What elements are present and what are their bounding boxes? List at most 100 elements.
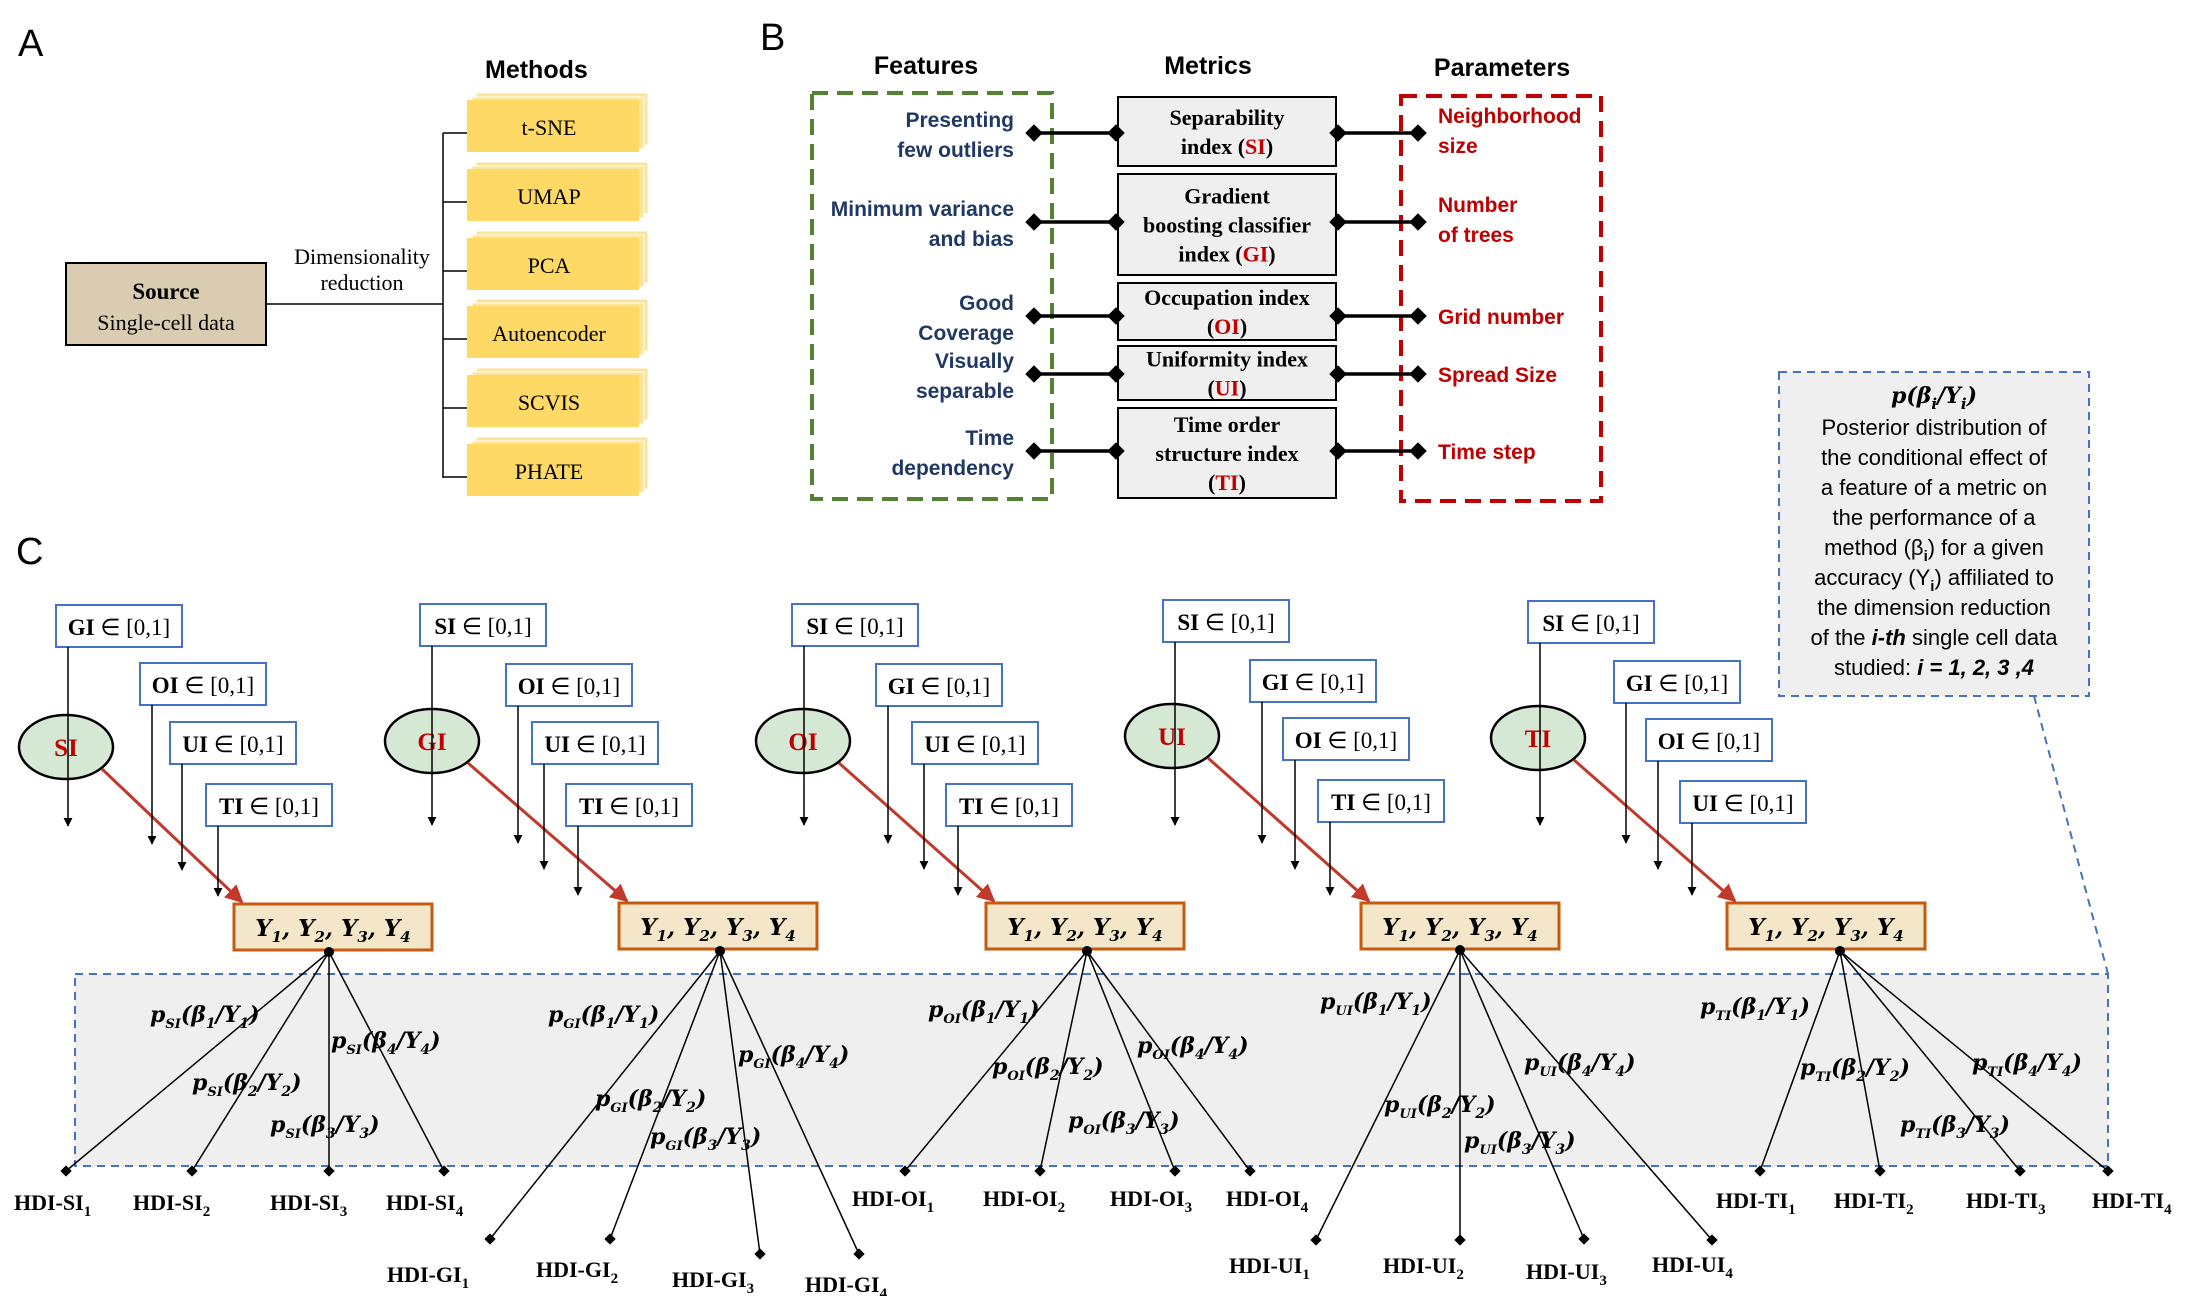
- input-range: ∈ [0,1]: [184, 673, 254, 698]
- hdi-label: HDI-SI4: [386, 1190, 464, 1220]
- hdi-label: HDI-SI3: [270, 1190, 347, 1220]
- posterior-branch: [1315, 949, 1461, 1241]
- posterior-label: pSI(β3/Y3): [270, 1112, 380, 1142]
- hdi-name: HDI-UI: [1526, 1259, 1599, 1284]
- accuracy-sep: ,: [752, 914, 769, 941]
- metric-box: [1117, 173, 1337, 276]
- prob-beta: (β: [1497, 1128, 1522, 1154]
- posterior-info-box: [1778, 371, 2090, 697]
- metric-node: [754, 707, 852, 775]
- accuracy-y-sub: 1: [1765, 927, 1775, 945]
- metrics-table: Presenting few outliers Neighborhood size Se…: [831, 96, 1581, 499]
- accuracy-y: Y: [384, 915, 403, 942]
- prob-close: ): [1092, 1054, 1103, 1080]
- metric-box: [1117, 345, 1337, 401]
- accuracy-y-sub: 2: [314, 928, 325, 946]
- metric-code: GI: [1243, 242, 1269, 267]
- posterior-branch: [65, 951, 330, 1172]
- prob-sub: UI: [1335, 1004, 1353, 1019]
- prob-sub: SI: [165, 1017, 181, 1032]
- metric-node: [1489, 704, 1587, 772]
- parameter-label: size: [1438, 135, 1478, 158]
- prob-beta: (β: [581, 1002, 606, 1028]
- accuracy-y-sub: 2: [699, 927, 710, 945]
- prob-beta: (β: [1831, 1055, 1856, 1081]
- prob-beta-sub: 3: [708, 1138, 718, 1154]
- accuracy-y: Y: [1050, 914, 1069, 941]
- prob-p: p: [150, 1002, 166, 1028]
- prob-beta: (β: [961, 997, 986, 1023]
- metric-code-close: ): [1239, 376, 1246, 401]
- metric-code-open: (: [1207, 314, 1214, 339]
- parameter-label: Spread Size: [1438, 364, 1557, 387]
- hdi-name: HDI-UI: [1229, 1253, 1302, 1278]
- hdi-name: HDI-SI: [270, 1190, 340, 1215]
- prob-beta-sub: 2: [1855, 1069, 1866, 1085]
- hdi-label: HDI-SI1: [14, 1190, 91, 1220]
- feature-label: Time: [965, 427, 1014, 450]
- hdi-label: HDI-TI3: [1966, 1188, 2046, 1218]
- method-box-autoencoder: [467, 306, 639, 358]
- prob-beta-sub: 2: [1049, 1068, 1060, 1084]
- prob-beta: (β: [1025, 1054, 1050, 1080]
- prob-sub: TI: [1715, 1009, 1732, 1024]
- panel-a-label: A: [18, 23, 44, 65]
- prob-y-sub: 3: [1990, 1126, 2000, 1142]
- prob-y: /Y: [1864, 1055, 1892, 1081]
- accuracy-y-sub: 3: [357, 928, 367, 946]
- prob-beta: (β: [223, 1070, 248, 1096]
- accuracy-y-sub: 4: [1527, 927, 1537, 945]
- posterior-label: pSI(β2/Y2): [192, 1070, 302, 1100]
- posterior-branch: [904, 950, 1088, 1172]
- posterior-label: pTI(β1/Y1): [1700, 994, 1810, 1024]
- parameter-label: Time step: [1438, 441, 1536, 464]
- posterior-label: pGI(β3/Y3): [650, 1124, 761, 1154]
- input-box: [1679, 780, 1807, 824]
- prob-beta-sub: 3: [1126, 1122, 1136, 1138]
- posterior-line-1: Posterior distribution of: [1822, 415, 2048, 440]
- source-label: Source: [132, 279, 199, 304]
- parameters-frame: [1399, 94, 1603, 503]
- accuracy-y-sub: 3: [1109, 927, 1119, 945]
- prob-y-sub: 2: [1889, 1069, 1900, 1085]
- accuracy-y-sub: 1: [657, 927, 667, 945]
- metric-code-open: index (: [1181, 134, 1245, 159]
- input-range: ∈ [0,1]: [249, 794, 319, 819]
- branch-endpoint: [1754, 1165, 1766, 1177]
- prob-y: /Y: [1203, 1033, 1231, 1059]
- posterior-label: pSI(β4/Y4): [331, 1028, 441, 1058]
- effect-arrow: [1207, 756, 1371, 903]
- prob-close: ): [1564, 1128, 1575, 1154]
- branch-endpoint: [1034, 1165, 1046, 1177]
- input-metric: TI: [579, 794, 609, 819]
- prob-y-sub: 3: [359, 1126, 369, 1142]
- source-box: [65, 262, 267, 346]
- input-box: [505, 663, 633, 707]
- prob-sub: SI: [285, 1127, 301, 1142]
- prob-y: /Y: [214, 1002, 242, 1028]
- input-box: [911, 721, 1039, 765]
- input-label: TI ∈ [0,1]: [219, 794, 319, 819]
- method-box-scvis: [467, 375, 639, 427]
- input-range: ∈ [0,1]: [956, 732, 1026, 757]
- hdi-name: HDI-SI: [386, 1190, 456, 1215]
- metric-node-label: SI: [54, 735, 78, 762]
- accuracy-y-sub: 4: [1893, 927, 1903, 945]
- branch-endpoint: [853, 1248, 865, 1260]
- posterior-label: pUI(β1/Y1): [1320, 989, 1432, 1019]
- effect-arrow: [1573, 758, 1737, 903]
- posterior-label: pGI(β1/Y1): [548, 1002, 659, 1032]
- branch-endpoint: [186, 1165, 198, 1177]
- prob-p: p: [1464, 1128, 1480, 1154]
- hdi-sub: 1: [927, 1200, 935, 1216]
- metrics-title: Metrics: [1164, 52, 1252, 80]
- branch-endpoint: [1874, 1165, 1886, 1177]
- hdi-sub: 1: [84, 1204, 92, 1220]
- prob-beta: (β: [1353, 989, 1378, 1015]
- accuracy-sep: ,: [666, 914, 683, 941]
- method-label: UMAP: [517, 184, 581, 209]
- posterior-label: pUI(β4/Y4): [1524, 1050, 1636, 1080]
- input-metric: UI: [1692, 791, 1723, 816]
- accuracy-y: Y: [1136, 914, 1155, 941]
- prob-p: p: [1524, 1050, 1540, 1076]
